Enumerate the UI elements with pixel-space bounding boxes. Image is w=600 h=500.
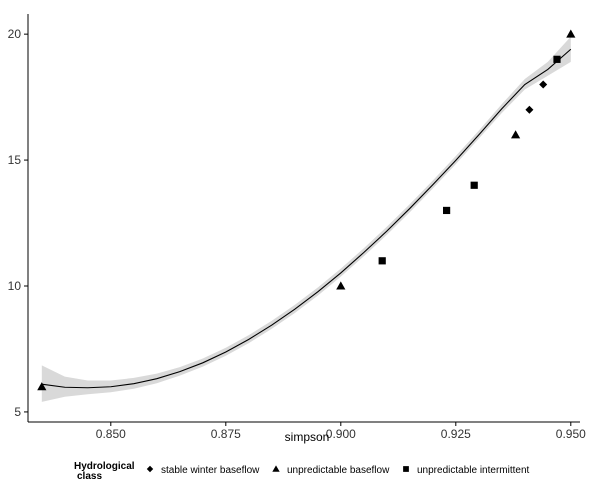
y-tick-label: 5: [14, 405, 21, 419]
data-point: [378, 257, 386, 265]
x-tick-label: 0.875: [211, 427, 241, 441]
legend-entry-label: stable winter baseflow: [161, 465, 260, 476]
data-point: [470, 181, 478, 189]
data-point: [511, 130, 521, 139]
data-point: [336, 281, 346, 290]
data-point: [443, 206, 451, 215]
data-point: [553, 55, 561, 63]
data-point: [37, 382, 47, 391]
y-tick-label: 15: [8, 153, 22, 167]
x-tick-label: 0.850: [96, 427, 126, 441]
legend-title: class: [77, 471, 102, 482]
data-point: [566, 29, 576, 38]
confidence-band: [41, 36, 571, 402]
data-point: [539, 80, 548, 89]
x-tick-label: 0.925: [441, 427, 471, 441]
y-tick-label: 20: [8, 27, 22, 41]
legend-entry-label: unpredictable intermittent: [417, 465, 530, 476]
legend-entry-label: unpredictable baseflow: [287, 465, 390, 476]
y-tick-label: 10: [8, 279, 22, 293]
legend-key-square: [403, 466, 409, 472]
data-point: [525, 105, 534, 114]
legend-key-diamond: [146, 465, 154, 473]
axes: 0.850 0.875 0.900 0.925 0.950 5 10 15 20: [8, 14, 586, 441]
x-tick-label: 0.900: [326, 427, 356, 441]
smooth-line: [41, 48, 572, 389]
x-axis-title: simpson: [285, 430, 330, 444]
plot-area: [37, 29, 576, 402]
legend-key-triangle: [272, 465, 280, 472]
legend-title: Hydrological: [74, 461, 135, 472]
x-tick-label: 0.950: [556, 427, 586, 441]
